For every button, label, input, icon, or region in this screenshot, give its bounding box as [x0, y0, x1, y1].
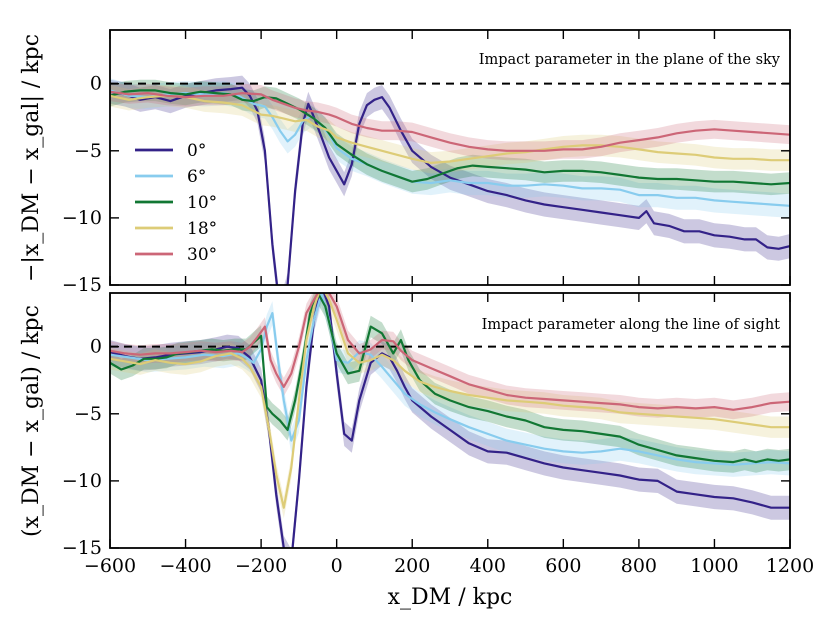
bottom-band-6deg — [110, 293, 790, 477]
top-band-6deg — [110, 78, 790, 218]
bottom-y-tick-label: −15 — [62, 537, 102, 559]
top-x-ticks — [109, 30, 791, 285]
top-line-18deg — [110, 94, 790, 164]
top-y-tick-label: −5 — [74, 140, 102, 162]
top-y-axis-label: −|x_DM − x_gal| / kpc — [19, 34, 44, 282]
top-panel-frame — [110, 30, 790, 285]
x-tick-label: 800 — [621, 555, 657, 577]
top-panel-border — [109, 29, 791, 286]
bottom-bands — [110, 293, 790, 548]
x-axis-label: x_DM / kpc — [388, 585, 513, 610]
bottom-band-10deg — [110, 293, 790, 473]
top-y-tick-label: 0 — [90, 73, 102, 95]
x-tick-label: 200 — [394, 555, 430, 577]
top-line-10deg — [110, 89, 790, 186]
legend-label-0deg: 0° — [187, 141, 206, 161]
bottom-line-30deg — [110, 293, 790, 411]
bottom-x-ticks: −600 −400 −200 0 200 400 600 800 1000 1200 — [84, 293, 814, 577]
legend: 0° 6° 10° 18° 30° — [135, 141, 217, 265]
bottom-band-18deg — [110, 293, 790, 519]
legend-label-10deg: 10° — [187, 193, 217, 213]
x-tick-label: −200 — [235, 555, 287, 577]
bottom-band-0deg — [110, 293, 790, 548]
bottom-y-tick-label: −10 — [62, 470, 102, 492]
bottom-y-ticks: −15 −10 −5 0 — [62, 336, 790, 559]
top-y-tick-label: −15 — [62, 274, 102, 296]
x-tick-label: 0 — [331, 555, 343, 577]
bottom-line-18deg — [110, 293, 790, 509]
bottom-y-axis-label: (x_DM − x_gal) / kpc — [19, 305, 44, 537]
top-panel: −15 −10 −5 0 Impact parameter in the plane … — [19, 29, 791, 296]
bottom-band-30deg — [110, 293, 790, 420]
bottom-panel-border — [109, 292, 791, 549]
x-tick-label: −600 — [84, 555, 136, 577]
bottom-panel-frame — [110, 293, 790, 548]
bottom-line-0deg — [110, 293, 790, 548]
x-tick-label: 400 — [470, 555, 506, 577]
top-line-0deg — [110, 86, 790, 285]
legend-label-18deg: 18° — [187, 219, 217, 239]
x-tick-label: 600 — [545, 555, 581, 577]
bottom-panel: −15 −10 −5 0 −600 −400 −200 0 200 400 600 800 1000 1… — [19, 292, 814, 577]
top-line-30deg — [110, 90, 790, 152]
legend-label-6deg: 6° — [187, 167, 206, 187]
bottom-y-tick-label: 0 — [90, 336, 102, 358]
bottom-line-10deg — [110, 293, 790, 464]
top-series-lines — [110, 86, 790, 285]
bottom-line-6deg — [110, 293, 790, 466]
legend-label-30deg: 30° — [187, 245, 217, 265]
x-tick-label: −400 — [159, 555, 211, 577]
x-tick-label: 1200 — [766, 555, 814, 577]
top-band-18deg — [110, 85, 790, 174]
top-band-10deg — [110, 79, 790, 196]
top-y-tick-label: −10 — [62, 207, 102, 229]
top-y-ticks: −15 −10 −5 0 — [62, 73, 790, 296]
x-tick-label: 1000 — [690, 555, 738, 577]
bottom-series-lines — [110, 293, 790, 548]
bottom-annotation: Impact parameter along the line of sight — [482, 317, 781, 333]
bottom-y-tick-label: −5 — [74, 403, 102, 425]
top-annotation: Impact parameter in the plane of the sky — [479, 52, 781, 68]
